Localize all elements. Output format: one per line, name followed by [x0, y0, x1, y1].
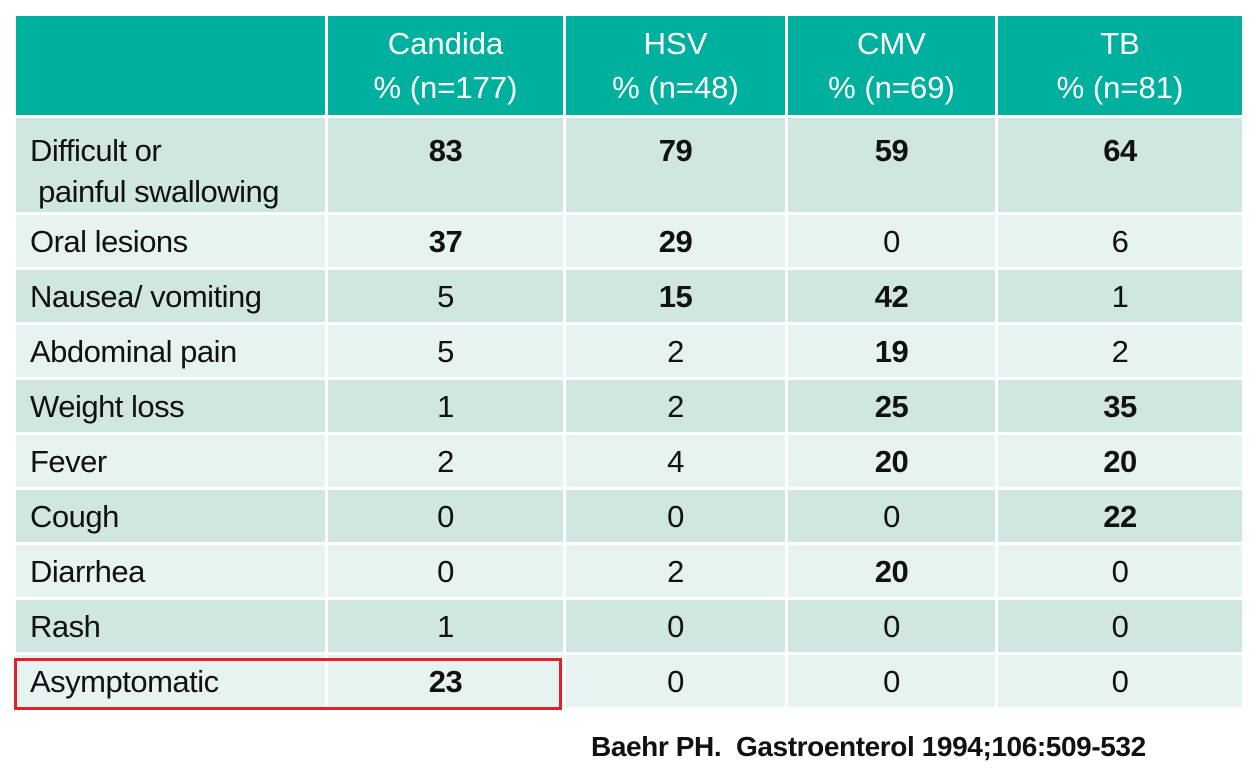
- value-cell: 1: [325, 597, 566, 655]
- table-row: Abdominal pain 5 2 19 2: [13, 322, 1245, 380]
- table-row: Cough 0 0 0 22: [13, 487, 1245, 545]
- value-cell: 35: [995, 377, 1245, 435]
- symptom-label-line: Asymptomatic: [30, 663, 219, 699]
- header-name: Candida: [387, 25, 504, 61]
- symptom-label-line: Abdominal pain: [30, 333, 237, 369]
- symptom-label: Diarrhea: [13, 542, 328, 600]
- table-row: Nausea/ vomiting 5 15 42 1: [13, 267, 1245, 325]
- header-n: % (n=177): [373, 69, 518, 105]
- header-cmv: CMV % (n=69): [785, 13, 998, 118]
- value-cell: 83: [325, 115, 566, 215]
- value-cell: 0: [325, 542, 566, 600]
- header-n: % (n=48): [612, 69, 739, 105]
- value-cell: 2: [563, 322, 788, 380]
- value-cell: 0: [785, 212, 998, 270]
- header-candida: Candida % (n=177): [325, 13, 566, 118]
- symptom-label-line: Nausea/ vomiting: [30, 278, 262, 314]
- value-cell: 0: [995, 542, 1245, 600]
- value-cell: 0: [995, 652, 1245, 710]
- value-cell: 5: [325, 322, 566, 380]
- symptoms-table: Candida % (n=177) HSV % (n=48) CMV % (n=…: [13, 13, 1245, 710]
- value-cell: 0: [785, 487, 998, 545]
- value-cell: 64: [995, 115, 1245, 215]
- table-body: Difficult or painful swallowing 83 79 59 64 O…: [13, 115, 1245, 710]
- symptom-label: Nausea/ vomiting: [13, 267, 328, 325]
- value-cell: 0: [563, 487, 788, 545]
- value-cell: 0: [785, 652, 998, 710]
- symptom-label-line: Rash: [30, 608, 101, 644]
- table-row: Weight loss 1 2 25 35: [13, 377, 1245, 435]
- symptom-label-line: Difficult or: [30, 133, 162, 168]
- header-symptom-blank: [13, 13, 328, 118]
- value-cell: 2: [995, 322, 1245, 380]
- value-cell: 0: [563, 652, 788, 710]
- value-cell: 42: [785, 267, 998, 325]
- table-row: Rash 1 0 0 0: [13, 597, 1245, 655]
- header-row: Candida % (n=177) HSV % (n=48) CMV % (n=…: [13, 13, 1245, 118]
- value-cell: 0: [995, 597, 1245, 655]
- value-cell: 22: [995, 487, 1245, 545]
- header-name: TB: [1100, 25, 1140, 61]
- table-row: Diarrhea 0 2 20 0: [13, 542, 1245, 600]
- value-cell: 1: [325, 377, 566, 435]
- table-row: Oral lesions 37 29 0 6: [13, 212, 1245, 270]
- value-cell: 5: [325, 267, 566, 325]
- symptom-label: Weight loss: [13, 377, 328, 435]
- value-cell: 25: [785, 377, 998, 435]
- value-cell: 4: [563, 432, 788, 490]
- value-cell: 0: [563, 597, 788, 655]
- header-n: % (n=69): [828, 69, 955, 105]
- value-cell: 37: [325, 212, 566, 270]
- header-hsv: HSV % (n=48): [563, 13, 788, 118]
- header-name: CMV: [857, 25, 926, 61]
- value-cell: 79: [563, 115, 788, 215]
- value-cell: 23: [325, 652, 566, 710]
- symptom-label: Rash: [13, 597, 328, 655]
- value-cell: 0: [325, 487, 566, 545]
- symptom-label: Abdominal pain: [13, 322, 328, 380]
- symptom-label-line: Diarrhea: [30, 553, 145, 589]
- table-row: Asymptomatic 23 0 0 0: [13, 652, 1245, 710]
- symptom-label-line: Fever: [30, 443, 107, 479]
- symptom-label-line: Oral lesions: [30, 223, 188, 259]
- symptom-label: Cough: [13, 487, 328, 545]
- table-row: Fever 2 4 20 20: [13, 432, 1245, 490]
- header-tb: TB % (n=81): [995, 13, 1245, 118]
- table-row: Difficult or painful swallowing 83 79 59 64: [13, 115, 1245, 215]
- symptom-label: Asymptomatic: [13, 652, 328, 710]
- value-cell: 20: [785, 542, 998, 600]
- value-cell: 6: [995, 212, 1245, 270]
- value-cell: 0: [785, 597, 998, 655]
- symptom-label-line: painful swallowing: [30, 174, 279, 209]
- value-cell: 29: [563, 212, 788, 270]
- symptom-label: Fever: [13, 432, 328, 490]
- value-cell: 1: [995, 267, 1245, 325]
- symptom-label-line: Cough: [30, 498, 119, 534]
- symptom-label-line: Weight loss: [30, 388, 185, 424]
- header-n: % (n=81): [1056, 69, 1184, 105]
- value-cell: 15: [563, 267, 788, 325]
- header-name: HSV: [643, 25, 708, 61]
- value-cell: 20: [995, 432, 1245, 490]
- symptom-label: Difficult or painful swallowing: [13, 115, 328, 215]
- value-cell: 19: [785, 322, 998, 380]
- symptom-label: Oral lesions: [13, 212, 328, 270]
- value-cell: 59: [785, 115, 998, 215]
- value-cell: 20: [785, 432, 998, 490]
- value-cell: 2: [563, 542, 788, 600]
- value-cell: 2: [325, 432, 566, 490]
- citation: Baehr PH. Gastroenterol 1994;106:509-532: [591, 731, 1146, 762]
- value-cell: 2: [563, 377, 788, 435]
